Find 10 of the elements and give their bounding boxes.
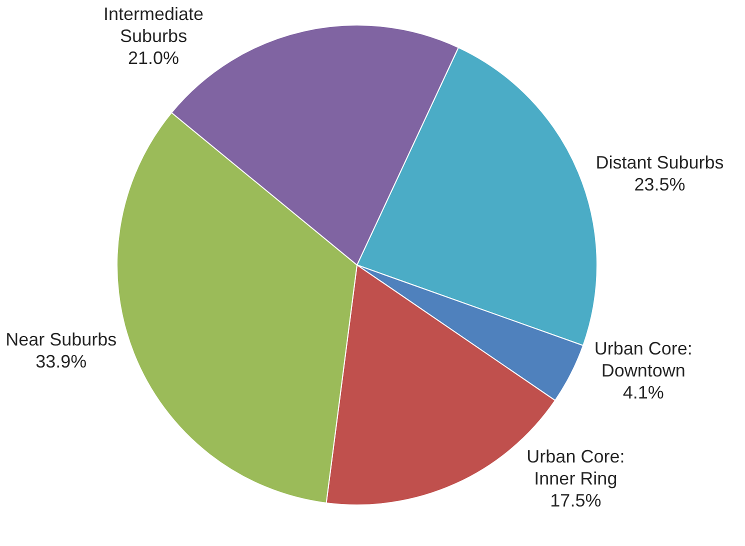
slice-label: Urban Core: Inner Ring [526, 446, 625, 488]
data-label: 23.5% [634, 174, 686, 194]
slice-label: Urban Core: Downtown [594, 338, 692, 381]
data-label: 4.1% [622, 382, 664, 403]
data-label: 33.9% [36, 352, 87, 372]
data-label: 21.0% [128, 48, 180, 68]
slice-label: Near Suburbs [6, 330, 117, 350]
data-label: 17.5% [550, 490, 602, 510]
slice-label: Intermediate Suburbs [104, 4, 204, 46]
slice-label: Distant Suburbs [596, 152, 724, 172]
